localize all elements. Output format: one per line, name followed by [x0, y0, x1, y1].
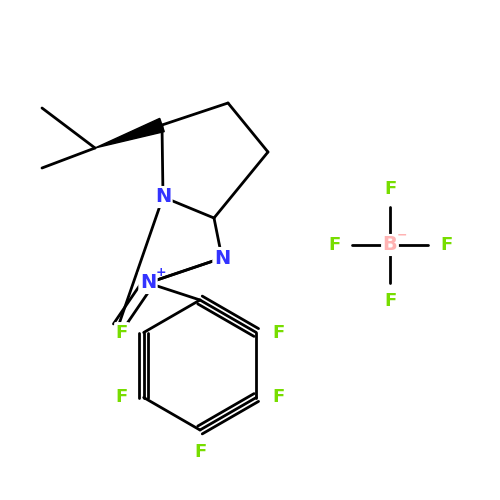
Text: B: B	[382, 236, 398, 255]
Text: F: F	[194, 443, 206, 461]
Text: N: N	[155, 188, 171, 206]
Text: F: F	[384, 180, 396, 198]
Text: N: N	[214, 248, 230, 268]
Text: F: F	[272, 388, 284, 406]
Text: +: +	[156, 266, 166, 280]
Text: F: F	[384, 292, 396, 310]
Text: −: −	[397, 228, 407, 241]
Text: F: F	[116, 324, 128, 342]
Polygon shape	[95, 118, 164, 148]
Text: N: N	[140, 274, 156, 292]
Text: F: F	[328, 236, 340, 254]
Text: F: F	[116, 388, 128, 406]
Text: F: F	[272, 324, 284, 342]
Text: F: F	[440, 236, 452, 254]
